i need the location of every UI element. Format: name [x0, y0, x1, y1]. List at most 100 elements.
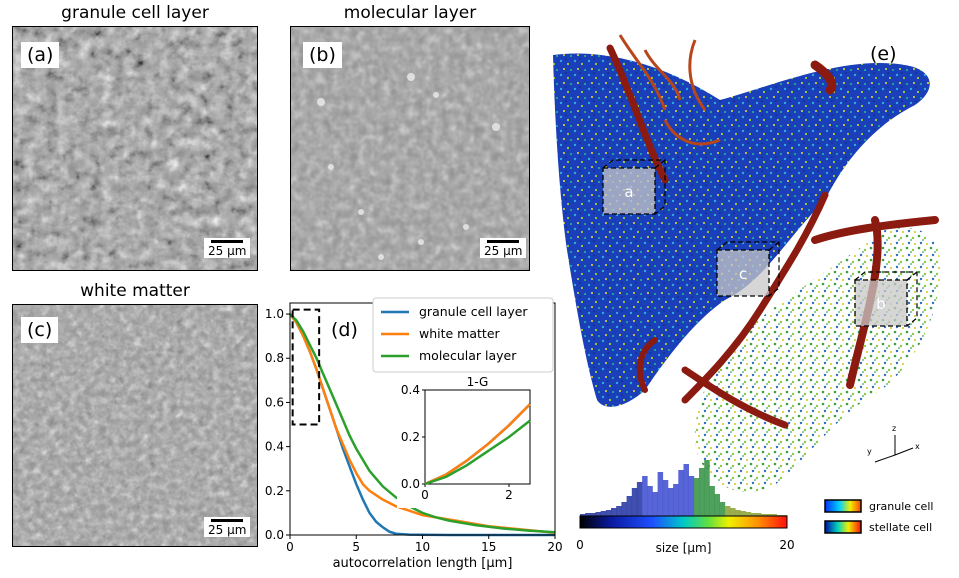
- panel-d-label: (d): [331, 319, 358, 341]
- d-xaxis-label: autocorrelation length [µm]: [333, 556, 513, 571]
- d-xtick-label: 15: [481, 540, 496, 554]
- d-xtick-label: 10: [415, 540, 430, 554]
- histogram-bar: [719, 502, 726, 516]
- d-ytick-label: 0.2: [265, 484, 284, 498]
- panel-a-title: granule cell layer: [61, 3, 209, 23]
- panel-b-title: molecular layer: [343, 3, 477, 23]
- sample-box: [602, 167, 656, 215]
- histogram-bar: [631, 488, 638, 516]
- inset-ytick-label: 0.0: [401, 477, 420, 491]
- vessel-network: [606, 44, 939, 429]
- histogram-bar: [699, 468, 705, 516]
- panel-b-scalebar: 25 µm: [480, 238, 527, 258]
- histogram-bar: [704, 460, 710, 516]
- d-series-line: [289, 313, 556, 534]
- histogram-bar: [683, 464, 689, 516]
- histogram-bar: [745, 512, 752, 516]
- histogram-bar: [750, 513, 757, 516]
- size-colorbar-rect: [579, 515, 788, 529]
- panel-a-scale-text: 25 µm: [208, 244, 247, 258]
- size-histogram: [580, 460, 788, 516]
- colorbar-tick-label: 0: [576, 538, 584, 552]
- d-legend-box: [372, 297, 554, 373]
- histogram-bar: [611, 508, 617, 516]
- histogram-bar: [621, 502, 627, 516]
- panel-c-scale-text: 25 µm: [208, 523, 247, 537]
- d-series-line: [288, 313, 556, 535]
- histogram-bar: [673, 484, 679, 516]
- panel-a-label: (a): [21, 42, 60, 68]
- cell-legend-swatch: [824, 499, 862, 513]
- cell-legend-label: stellate cell: [869, 521, 932, 534]
- histogram-bar: [730, 508, 736, 516]
- cell-legend-swatch: [824, 520, 862, 534]
- histogram-bar: [662, 480, 669, 516]
- colorbar-label: size [µm]: [656, 541, 712, 555]
- autocorrelation-chart: 0 5 10 15 200.00.20.40.60.81.0autocorrelatio…: [265, 297, 563, 571]
- inset-series-line: [424, 403, 531, 486]
- histogram-bar: [585, 513, 591, 516]
- sample-box-label: b: [876, 295, 886, 313]
- d-ytick-label: 0.8: [265, 351, 284, 365]
- histogram-bar: [709, 486, 715, 516]
- histogram-bar: [605, 510, 612, 516]
- panel-c-title: white matter: [80, 281, 190, 301]
- histogram-bar: [678, 470, 684, 516]
- histogram-bar: [626, 496, 633, 516]
- histogram-bar: [714, 494, 720, 516]
- cell-legend-label: granule cell: [869, 500, 933, 513]
- d-xtick-label: 0: [286, 540, 294, 554]
- sample-box: [716, 249, 770, 297]
- d-legend-entry: granule cell layer: [419, 304, 528, 319]
- inset-xtick-label: 0: [421, 488, 429, 502]
- histogram-bar: [755, 513, 762, 516]
- sample-box: [854, 279, 908, 327]
- histogram-bar: [590, 513, 596, 516]
- histogram-bar: [600, 511, 607, 516]
- cell-type-legend: granule cell stellate cell: [824, 499, 933, 534]
- stellate-branch: [618, 34, 721, 146]
- d-ytick-label: 0.4: [265, 440, 284, 454]
- sample-box-edge: [854, 271, 918, 327]
- histogram-bar: [735, 510, 741, 516]
- size-colorbar: 0 20 size [µm]: [576, 515, 795, 555]
- histogram-bar: [740, 511, 746, 516]
- panel-c-texture: [13, 305, 257, 546]
- histogram-bar: [642, 476, 648, 516]
- triad-x-label: x: [915, 442, 920, 451]
- panel-b-image: [290, 26, 530, 271]
- sample-box-label: c: [739, 265, 747, 283]
- triad-z-label: z: [892, 424, 896, 433]
- histogram-bar: [595, 512, 601, 516]
- panel-e-label: (e): [870, 43, 897, 65]
- panel-b-scale-text: 25 µm: [484, 244, 523, 258]
- sample-box-edge: [716, 241, 780, 297]
- histogram-bar: [761, 514, 767, 516]
- panel-c-label: (c): [21, 317, 59, 343]
- 3d-cell-rendering: a c b z x y 0 20 size [µm] granule cell stellat…: [553, 34, 941, 555]
- panel-c-image: [12, 304, 258, 547]
- sample-boxes: a c b: [602, 159, 918, 327]
- d-xtick-label: 20: [547, 540, 562, 554]
- d-ytick-label: 1.0: [265, 307, 284, 321]
- panel-c-scalebar: 25 µm: [204, 517, 251, 537]
- histogram-bar: [616, 506, 622, 516]
- inset-title: 1-G: [467, 375, 489, 389]
- d-legend-entry: molecular layer: [419, 348, 517, 363]
- histogram-bar: [688, 476, 695, 516]
- histogram-bar: [668, 488, 674, 516]
- histogram-bar: [647, 486, 653, 516]
- histogram-bar: [693, 478, 700, 516]
- sample-box-label: a: [624, 183, 633, 201]
- inset-series-line: [424, 419, 531, 486]
- histogram-bar: [724, 506, 731, 516]
- histogram-bar: [766, 514, 772, 516]
- histogram-bar: [771, 514, 777, 516]
- inset-ytick-label: 0.2: [401, 430, 420, 444]
- histogram-bar: [657, 472, 664, 516]
- histogram-bar: [652, 492, 658, 516]
- d-ytick-label: 0.6: [265, 395, 284, 409]
- triad-y-label: y: [867, 447, 872, 456]
- histogram-bar: [580, 514, 586, 516]
- d-legend-entry: white matter: [419, 326, 501, 341]
